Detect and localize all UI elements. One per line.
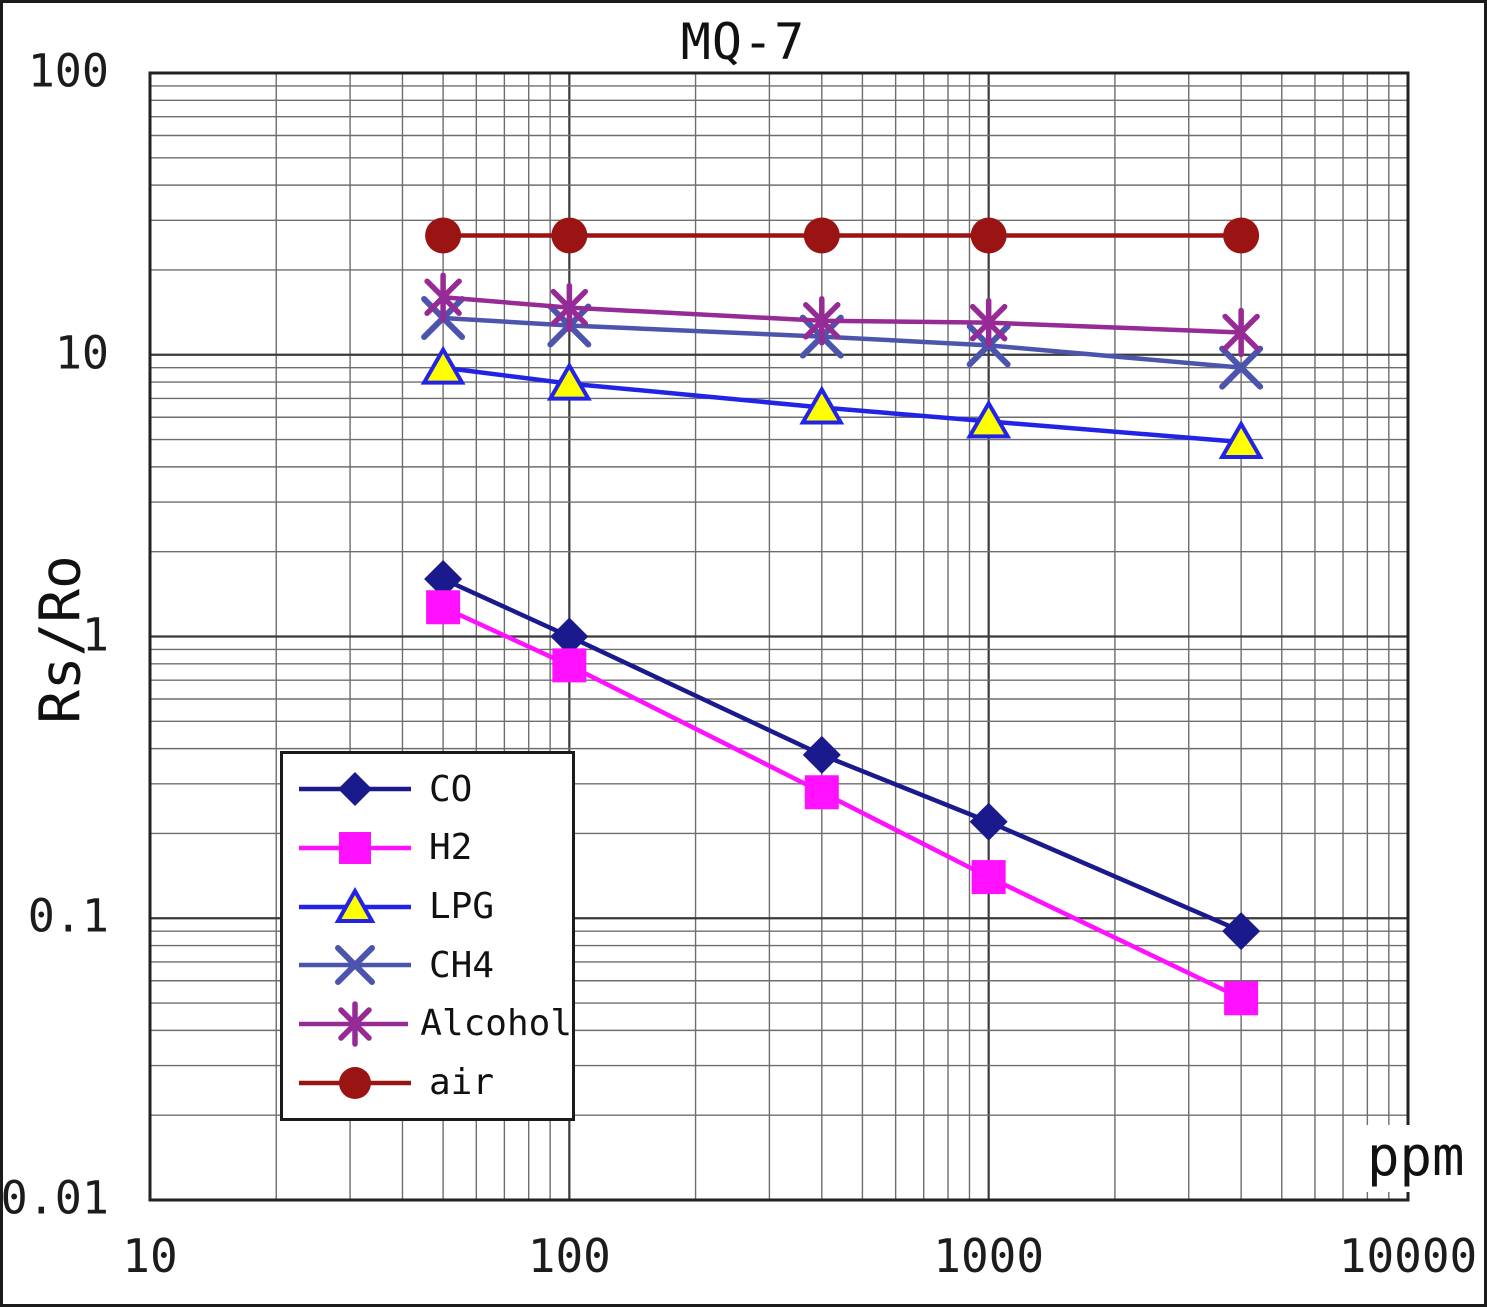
triangle-marker	[966, 399, 1012, 439]
y-tick-label: 0.01	[0, 1171, 109, 1225]
legend-swatch-Alcohol	[299, 1001, 409, 1047]
legend: CO H2 LPG CH4 Alcohol air	[280, 751, 575, 1121]
legend-swatch-H2	[299, 831, 411, 864]
legend-item-CO: CO	[293, 761, 572, 817]
series-LPG	[420, 345, 1264, 460]
series-air	[425, 217, 1260, 254]
asterisk-marker	[1222, 307, 1260, 358]
y-tick-label: 1	[81, 607, 109, 661]
diamond-marker	[969, 802, 1008, 841]
x-tick-label: 1000	[933, 1229, 1045, 1283]
series-line-CH4	[442, 315, 1242, 370]
x-axis-label: ppm	[1359, 1125, 1473, 1192]
square-marker	[426, 590, 461, 625]
legend-label: H2	[429, 827, 473, 869]
y-tick-label: 0.1	[27, 889, 109, 943]
square-marker	[804, 775, 839, 810]
plot-svg	[148, 71, 1410, 1202]
y-tick-label: 100	[27, 44, 109, 98]
legend-item-CH4: CH4	[293, 937, 572, 993]
square-marker	[971, 860, 1006, 895]
square-marker	[1224, 981, 1259, 1016]
circle-marker	[1223, 217, 1260, 254]
diamond-marker	[1222, 912, 1261, 951]
legend-label: air	[429, 1062, 495, 1104]
diamond-marker	[550, 617, 589, 656]
legend-label: LPG	[429, 886, 495, 928]
legend-label: CH4	[429, 944, 495, 986]
circle-marker	[970, 217, 1007, 254]
x-tick-label: 10	[122, 1229, 178, 1283]
series-CO	[424, 559, 1261, 951]
circle-marker	[803, 217, 840, 254]
series-H2	[426, 590, 1259, 1016]
circle-marker	[425, 217, 462, 254]
legend-swatch-CO	[299, 772, 411, 807]
legend-item-Alcohol: Alcohol	[293, 996, 572, 1052]
series-Alcohol	[424, 272, 1260, 358]
y-tick-label: 10	[54, 326, 109, 380]
asterisk-marker	[424, 272, 462, 322]
triangle-marker	[546, 361, 592, 401]
triangle-marker	[1218, 420, 1264, 460]
asterisk-marker	[803, 296, 841, 346]
asterisk-marker	[969, 297, 1008, 348]
legend-item-air: air	[293, 1055, 572, 1111]
diamond-marker	[424, 559, 463, 598]
chart-title: MQ-7	[680, 13, 806, 71]
diamond-marker	[802, 735, 841, 774]
square-marker	[552, 648, 587, 683]
triangle-marker	[420, 345, 466, 385]
x-tick-label: 100	[527, 1229, 611, 1283]
x-tick-label: 10000	[1338, 1229, 1478, 1283]
x-marker	[1219, 345, 1264, 390]
legend-swatch-CH4	[299, 945, 411, 986]
triangle-marker	[799, 385, 845, 425]
asterisk-marker	[550, 282, 589, 333]
legend-swatch-air	[299, 1066, 411, 1099]
legend-item-LPG: LPG	[293, 879, 572, 935]
legend-label: Alcohol	[420, 1003, 572, 1045]
legend-swatch-LPG	[299, 886, 411, 923]
legend-label: CO	[429, 768, 473, 810]
circle-marker	[551, 217, 588, 254]
legend-item-H2: H2	[293, 820, 572, 876]
